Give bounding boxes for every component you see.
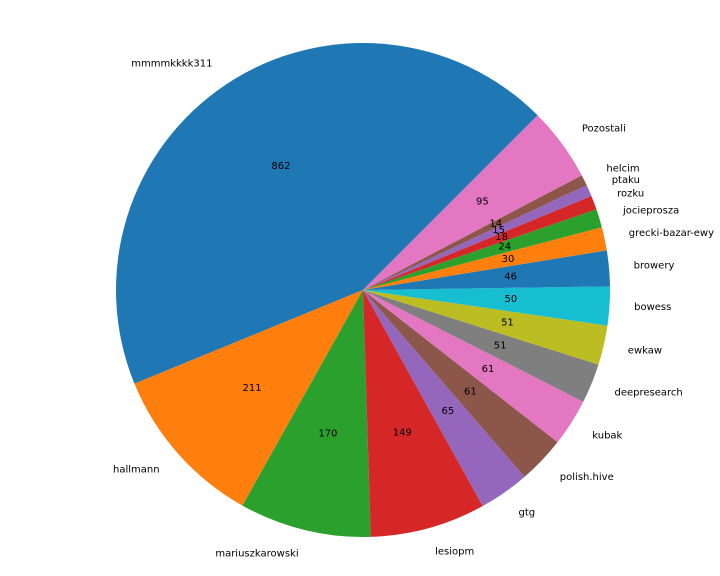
pie-category-label: deepresearch xyxy=(614,387,682,398)
pie-category-label: ewkaw xyxy=(628,345,662,356)
pie-value-label: 18 xyxy=(495,232,508,243)
pie-value-label: 170 xyxy=(318,428,337,439)
pie-value-label: 862 xyxy=(271,161,290,172)
pie-category-label: ptaku xyxy=(612,175,640,186)
pie-slice-ewkaw xyxy=(363,290,608,365)
pie-value-label: 149 xyxy=(393,427,412,438)
pie-category-label: mariuszkarowski xyxy=(215,548,298,559)
pie-slice-jocieprosza xyxy=(363,209,602,290)
pie-value-label: 15 xyxy=(492,225,505,236)
pie-slice-mmmmkkkk311 xyxy=(115,42,538,384)
pie-slices xyxy=(115,42,610,537)
pie-slice-ptaku xyxy=(363,185,592,290)
pie-slice-bowess xyxy=(363,286,610,326)
pie-slice-pozostali xyxy=(363,115,582,290)
pie-value-label: 50 xyxy=(505,294,518,305)
pie-category-label: kubak xyxy=(592,430,622,441)
pie-slice-grecki-bazar-ewy xyxy=(363,227,607,290)
pie-value-label: 51 xyxy=(501,318,514,329)
pie-value-label: 30 xyxy=(502,254,515,265)
pie-value-label: 61 xyxy=(482,364,495,375)
pie-category-labels: mmmmkkkk311 hallmann mariuszkarowski lesiop… xyxy=(113,58,714,559)
pie-value-label: 95 xyxy=(476,197,489,208)
pie-slice-rozku xyxy=(363,195,597,290)
pie-value-label: 24 xyxy=(498,241,511,252)
pie-slice-helcim xyxy=(363,175,587,290)
pie-value-label: 14 xyxy=(489,219,502,230)
pie-slice-browery xyxy=(363,250,610,290)
pie-value-label: 65 xyxy=(441,406,454,417)
pie-category-label: gtg xyxy=(519,507,536,518)
pie-category-label: Pozostali xyxy=(582,124,626,135)
pie-category-label: browery xyxy=(634,261,675,272)
pie-category-label: mmmmkkkk311 xyxy=(131,58,212,69)
pie-slice-lesiopm xyxy=(363,290,483,537)
pie-category-label: hallmann xyxy=(113,465,160,476)
pie-category-label: helcim xyxy=(606,164,639,175)
pie-category-label: jocieprosza xyxy=(622,206,679,217)
pie-value-label: 46 xyxy=(504,271,517,282)
pie-slice-polish-hive xyxy=(363,290,558,477)
pie-slice-kubak xyxy=(363,290,584,443)
pie-category-label: rozku xyxy=(617,188,644,199)
pie-category-label: grecki-bazar-ewy xyxy=(629,228,714,239)
pie-slice-deepresearch xyxy=(363,290,599,402)
pie-value-label: 211 xyxy=(243,383,262,394)
pie-value-label: 51 xyxy=(494,341,507,352)
pie-category-label: bowess xyxy=(634,302,671,313)
pie-category-label: polish.hive xyxy=(560,472,614,483)
pie-category-label: lesiopm xyxy=(435,546,474,557)
pie-slice-mariuszkarowski xyxy=(242,290,371,537)
pie-slice-hallmann xyxy=(134,290,363,506)
pie-slice-gtg xyxy=(363,290,525,507)
pie-value-label: 61 xyxy=(464,387,477,398)
